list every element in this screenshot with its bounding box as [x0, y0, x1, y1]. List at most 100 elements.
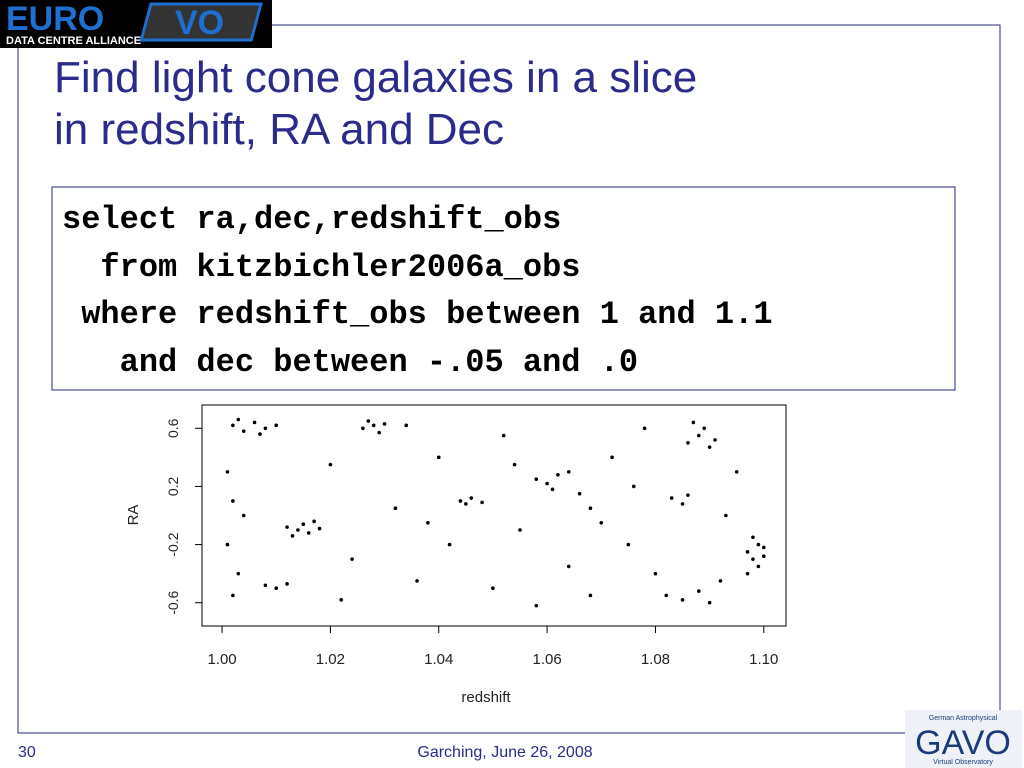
galaxy-point — [751, 557, 755, 561]
galaxy-point — [458, 499, 463, 503]
title-line: Find light cone galaxies in a slice — [54, 53, 697, 102]
galaxy-point — [512, 462, 517, 467]
galaxy-point — [371, 423, 376, 428]
galaxy-point — [328, 462, 333, 467]
code-line: and dec between -.05 and .0 — [62, 344, 638, 381]
galaxy-point — [534, 603, 539, 608]
logo-sub: DATA CENTRE ALLIANCE — [6, 35, 141, 47]
code-line: where redshift_obs between 1 and 1.1 — [62, 296, 773, 333]
galaxy-point — [566, 564, 571, 569]
galaxy-point — [534, 477, 539, 481]
galaxy-point — [501, 433, 506, 438]
galaxy-point — [707, 445, 712, 449]
galaxy-point — [577, 491, 582, 496]
galaxy-point — [274, 586, 279, 590]
code-line: from kitzbichler2006a_obs — [62, 249, 580, 286]
galaxy-point — [518, 528, 522, 532]
plot-frame — [201, 404, 787, 627]
galaxy-point — [664, 593, 669, 598]
y-tick-label: -0.2 — [165, 532, 181, 556]
scatter-plot: 1.00 1.02 1.04 1.06 1.08 1.10 -0.6 -0.2 0.2 0.6 re… — [125, 404, 787, 706]
galaxy-point — [274, 423, 279, 428]
galaxy-point — [642, 426, 647, 431]
galaxy-point — [745, 550, 750, 554]
x-tick-label: 1.04 — [424, 651, 453, 668]
y-tick-label: 0.2 — [165, 476, 181, 496]
galaxy-point — [686, 493, 690, 497]
galaxy-point — [756, 542, 761, 547]
galaxy-point — [361, 426, 365, 431]
logo-vo-box — [139, 2, 263, 42]
galaxy-point — [761, 554, 766, 559]
galaxy-point — [366, 419, 371, 423]
y-tick-label: 0.6 — [165, 418, 181, 438]
footer-venue: Garching, June 26, 2008 — [417, 744, 592, 761]
galaxy-point — [713, 438, 717, 442]
galaxy-point — [263, 583, 268, 588]
galaxy-point — [339, 598, 344, 602]
galaxy-point — [377, 430, 381, 435]
galaxy-point — [691, 420, 696, 425]
galaxy-point — [225, 470, 230, 474]
galaxy-point — [702, 426, 706, 431]
galaxy-point — [317, 526, 322, 531]
x-tick-label: 1.00 — [207, 651, 236, 668]
logo: EURO VO DATA CENTRE ALLIANCE — [0, 0, 272, 48]
galaxy-point — [686, 441, 690, 445]
slide-frame — [17, 24, 1001, 734]
galaxy-point — [669, 496, 674, 500]
page-number: 30 — [18, 744, 36, 761]
galaxy-point — [610, 455, 614, 460]
galaxy-point — [718, 579, 723, 583]
galaxy-point — [680, 598, 685, 602]
galaxy-point — [469, 496, 474, 500]
galaxy-point — [231, 499, 235, 503]
galaxy-point — [241, 429, 246, 433]
galaxy-point — [588, 506, 593, 511]
galaxy-point — [761, 545, 766, 550]
galaxy-point — [545, 481, 549, 486]
galaxy-point — [306, 531, 311, 535]
galaxy-point — [599, 520, 604, 525]
galaxy-point — [426, 520, 430, 525]
code-line: select ra,dec,redshift_obs — [62, 201, 561, 238]
galaxy-point — [696, 589, 701, 593]
galaxy-point — [626, 542, 631, 547]
gavo-logo: German Astrophysical GAVO Virtual Observ… — [905, 710, 1022, 768]
x-axis-label: redshift — [461, 689, 511, 706]
code-box — [51, 186, 956, 391]
galaxy-point — [566, 470, 571, 474]
galaxy-point — [707, 600, 712, 605]
galaxy-point — [491, 586, 495, 590]
galaxy-point — [258, 432, 262, 436]
gavo-bottom: Virtual Observatory — [933, 759, 993, 766]
galaxy-point — [241, 513, 246, 518]
galaxy-point — [696, 433, 701, 438]
galaxy-point — [464, 502, 468, 506]
galaxy-point — [588, 593, 593, 598]
x-tick-label: 1.02 — [316, 651, 345, 668]
galaxy-point — [480, 500, 484, 505]
gavo-top: German Astrophysical — [929, 715, 998, 722]
galaxy-point — [680, 502, 685, 506]
logo-euro: EURO — [6, 0, 104, 38]
x-tick-label: 1.06 — [532, 651, 561, 668]
galaxy-point — [225, 542, 230, 547]
galaxy-point — [393, 506, 398, 511]
galaxy-point — [404, 423, 409, 428]
galaxy-point — [285, 582, 289, 586]
galaxy-point — [301, 522, 306, 527]
y-axis-label: RA — [125, 505, 142, 526]
slide-title: Find light cone galaxies in a slice in re… — [54, 53, 697, 154]
galaxy-point — [231, 423, 235, 428]
x-tick-label: 1.10 — [749, 651, 778, 668]
galaxy-point — [550, 487, 555, 492]
galaxy-point — [751, 535, 755, 540]
title-line: in redshift, RA and Dec — [54, 105, 504, 154]
gavo-text: GAVO — [915, 724, 1011, 762]
galaxy-point — [350, 557, 354, 561]
galaxy-point — [252, 420, 257, 425]
galaxy-point — [756, 564, 761, 569]
